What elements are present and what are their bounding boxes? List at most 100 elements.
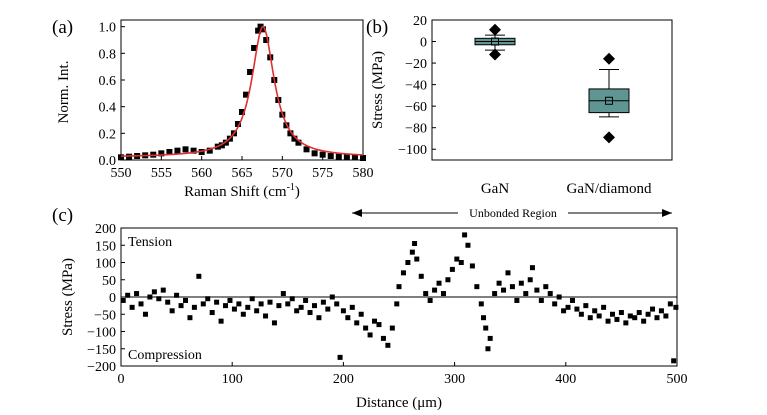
stress-point [445,277,451,283]
compression-label: Compression [128,348,202,363]
stress-point [645,311,651,317]
stress-point [636,310,642,316]
stress-point [289,296,295,302]
stress-point [354,320,360,326]
stress-point [196,273,202,279]
raman-point [303,146,310,153]
stress-point [380,335,386,341]
raman-point [174,147,181,154]
x-tick-label: 300 [444,372,465,387]
stress-point [267,299,273,305]
x-tick-label: 400 [555,372,576,387]
x-tick-label: 500 [667,372,688,387]
stress-point [311,303,317,309]
stress-point [423,291,429,297]
stress-point [231,306,237,312]
raman-point [343,154,350,161]
y-tick-label: −200 [87,360,116,375]
y-tick-label: 200 [95,222,116,237]
stress-point [650,306,656,312]
stress-point [191,304,197,310]
mean-marker [491,37,499,46]
y-tick-label: 150 [95,239,116,254]
tension-label: Tension [128,235,172,250]
lorentzian-fit-line [120,25,364,157]
stress-point [671,358,677,364]
raman-point [251,45,258,51]
stress-point [552,301,558,307]
raman-point [327,153,334,159]
stress-point [673,304,679,310]
raman-point [243,91,250,98]
xlabel-a: Raman Shift (cm-1) [184,182,300,200]
stress-point [465,242,471,248]
y-tick-label: −40 [405,79,427,94]
stress-point [263,313,269,319]
region-label: Unbonded Region [469,206,557,220]
stress-point [632,315,638,321]
y-tick-label: 0.0 [99,154,117,169]
stress-point [298,304,304,310]
stress-point [276,303,282,309]
y-tick-label: 20 [413,14,427,29]
stress-point [129,304,135,310]
stress-point [601,304,607,310]
y-tick-label: 0.2 [99,127,117,142]
y-tick-label: 100 [95,257,116,272]
stress-point [667,301,673,307]
stress-point [249,296,255,302]
panel-a: 550 555 560 565 570 575 580 0.0 0.2 0.4 0.6 0.8 1.0… [56,19,374,200]
panel-c: 0 100 200 300 400 500 200150100500−50−100−150… [60,222,688,411]
stress-point [501,287,507,293]
stress-point [483,325,489,331]
y-tick-label: −100 [398,143,427,158]
panel-label-b: (b) [366,17,388,38]
stress-point [223,303,229,309]
unbonded-region-annotation: Unbonded Region [352,206,672,220]
stress-point [349,304,355,310]
outlier-diamond [489,48,501,61]
x-tick-label: 560 [191,166,212,181]
plot-a-frame [120,19,364,161]
stress-point [409,249,415,255]
stress-point [518,280,524,286]
raman-point [351,154,358,161]
stress-point [449,266,455,272]
x-tick-label: 0 [118,372,125,387]
stress-point [418,273,424,279]
raman-point [190,147,197,154]
stress-point [372,318,378,324]
y-tick-label: 0 [109,291,116,306]
stress-point [151,289,157,295]
stress-point [527,277,533,283]
panel-b: 20 0 −20 −40 −60 −80 −100 Stress (MPa) GaN GaN… [370,14,673,197]
y-tick-label: 0 [420,36,427,51]
stress-point [462,232,468,238]
stress-point [623,320,629,326]
y-tick-label: −60 [405,100,427,115]
raman-point [263,37,270,43]
arrow-left-head [352,209,362,217]
x-tick-label: 570 [272,166,293,181]
stress-point [474,284,480,290]
y-tick-label: −100 [87,326,116,341]
stress-point [174,292,180,298]
raman-point [247,69,254,75]
xlabel-c: Distance (μm) [356,395,442,411]
stress-point [565,304,571,310]
stress-point [147,294,153,300]
stress-point [663,313,669,319]
stress-point [320,299,326,305]
stress-point [376,322,382,328]
stress-point [658,308,664,314]
stress-point [187,315,193,321]
plot-b-frame [431,19,673,161]
stress-point [316,315,322,321]
outlier-diamond [603,52,615,65]
raman-point [295,139,302,146]
stress-point [363,325,369,331]
stress-point [258,301,264,307]
stress-point [142,311,148,317]
